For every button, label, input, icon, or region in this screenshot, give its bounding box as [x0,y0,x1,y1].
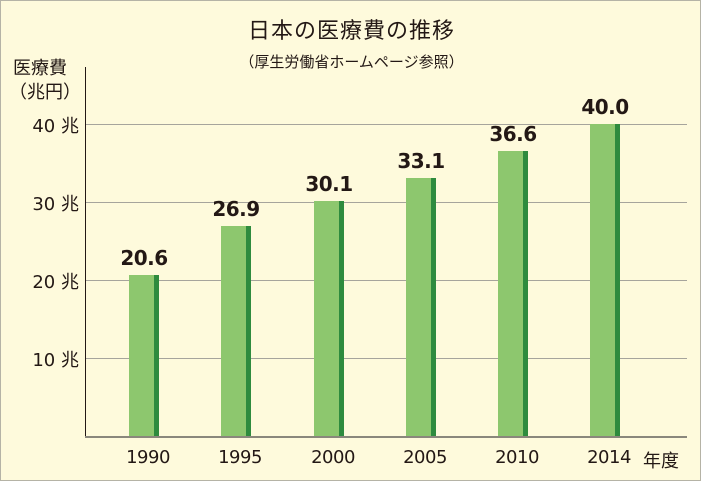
x-tick-label: 2014 [587,447,631,468]
bar-2005 [406,178,436,436]
chart-title: 日本の医療費の推移 [247,19,455,44]
bar-2014 [590,124,620,436]
y-tick-label: 20 兆 [32,272,79,293]
y-tick-label: 30 兆 [32,194,79,215]
x-axis-label: 年度 [643,451,679,472]
bar-1995 [221,226,251,436]
chart-subtitle: （厚生労働省ホームページ参照） [239,53,464,71]
y-tick-label: 40 兆 [32,116,79,137]
gridline [86,280,687,281]
gridline [86,124,687,125]
y-axis-label: 医療費 （兆円） [9,57,81,105]
bar-1990 [129,275,159,436]
value-label: 30.1 [305,172,353,196]
x-tick-label: 2000 [311,447,355,468]
y-tick-label: 10 兆 [32,350,79,371]
bar-shade [154,275,159,436]
bar-shade [615,124,620,436]
bar-shade [339,201,344,436]
x-tick-label: 2005 [403,447,447,468]
y-axis-label-line1: 医療費 [13,58,67,79]
y-axis-label-line2: （兆円） [9,82,81,103]
x-tick-label: 1990 [126,447,170,468]
bar-shade [431,178,436,436]
value-label: 26.9 [212,197,260,221]
gridline [86,358,687,359]
x-axis-line [85,436,687,438]
bar-shade [246,226,251,436]
x-tick-label: 2010 [495,447,539,468]
value-label: 36.6 [489,122,537,146]
value-label: 33.1 [397,149,445,173]
x-tick-label: 1995 [218,447,262,468]
value-label: 20.6 [120,246,168,270]
value-label: 40.0 [581,95,629,119]
gridline [86,202,687,203]
bar-2010 [498,151,528,436]
bar-shade [523,151,528,436]
y-axis-line [85,67,86,438]
bar-2000 [314,201,344,436]
